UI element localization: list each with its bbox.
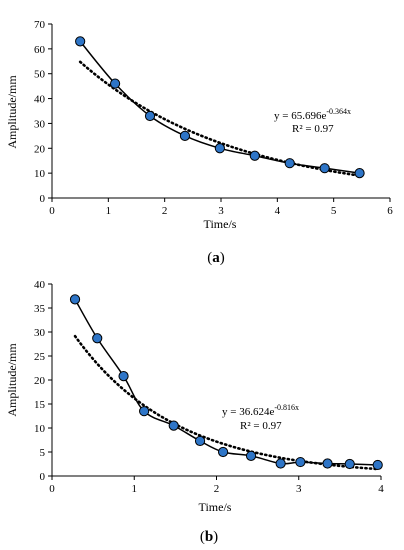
chart-b-panel-letter: b — [205, 529, 213, 545]
chart-a-data-point — [319, 163, 330, 174]
chart-b-data-point — [275, 458, 286, 469]
chart-a-equation-exponent: -0.364x — [326, 107, 351, 116]
chart-a-y-tick-label: 50 — [34, 69, 46, 81]
chart-b-y-tick-label: 35 — [34, 303, 46, 315]
chart-a-y-tick-label: 0 — [40, 193, 46, 205]
chart-a-x-axis-label: Time/s — [204, 217, 237, 231]
chart-a-panel-label: (a) — [207, 250, 225, 266]
chart-a-y-tick-label: 10 — [34, 168, 46, 180]
chart-a-x-ticks: 0 1 2 3 4 5 6 — [49, 198, 393, 217]
chart-a-data-point — [249, 150, 260, 161]
chart-b-y-tick-label: 10 — [34, 423, 46, 435]
chart-a-data-point — [214, 143, 225, 154]
chart-b-y-axis-label: Amplitude/mm — [5, 343, 19, 417]
chart-b-data-point — [372, 459, 383, 471]
chart-a-x-tick-label: 1 — [106, 205, 112, 217]
chart-b-y-tick-label: 5 — [40, 447, 46, 459]
chart-a-equation: y = 65.696e-0.364x — [274, 107, 351, 122]
chart-b-points — [69, 294, 383, 471]
chart-b-x-tick-label: 1 — [132, 483, 138, 495]
chart-a-points — [75, 36, 365, 179]
chart-a-y-tick-label: 20 — [34, 143, 46, 155]
chart-b-measured-line — [74, 298, 378, 466]
chart-b-data-point — [194, 435, 206, 447]
chart-b-x-axis-label: Time/s — [199, 500, 232, 514]
chart-a-y-tick-label: 30 — [34, 118, 46, 130]
chart-b-data-point — [295, 456, 306, 468]
chart-a: 0 10 20 30 40 50 60 70 0 1 2 3 4 5 6 Amplitude/mm Tim… — [5, 19, 393, 266]
chart-b: 0 5 10 15 20 25 30 35 40 0 1 2 3 4 Amplitude/mm Time… — [5, 279, 384, 545]
chart-b-lines — [73, 298, 380, 471]
chart-a-equation-base: y = 65.696e — [274, 110, 326, 122]
chart-b-panel-label: (b) — [200, 529, 218, 545]
chart-a-data-point — [109, 78, 121, 89]
chart-a-data-point — [75, 36, 86, 47]
chart-a-data-point — [144, 110, 156, 122]
chart-b-data-point — [69, 294, 81, 305]
chart-a-x-tick-label: 5 — [331, 205, 337, 217]
chart-a-y-tick-label: 70 — [34, 19, 46, 31]
chart-b-y-tick-label: 20 — [34, 375, 46, 387]
chart-b-data-point — [168, 420, 179, 431]
chart-b-x-tick-label: 4 — [378, 483, 384, 495]
chart-b-y-tick-label: 40 — [34, 279, 46, 291]
chart-b-x-tick-label: 0 — [49, 483, 55, 495]
chart-a-y-tick-label: 60 — [34, 44, 46, 56]
chart-b-data-point — [217, 446, 229, 458]
chart-b-data-point — [322, 458, 333, 469]
chart-b-data-point — [118, 371, 129, 382]
chart-b-data-point — [92, 333, 103, 344]
chart-a-panel-letter: a — [212, 250, 220, 266]
chart-b-y-tick-label: 30 — [34, 327, 46, 339]
chart-b-y-ticks: 0 5 10 15 20 25 30 35 40 — [34, 279, 52, 483]
chart-a-data-point — [179, 130, 191, 141]
chart-a-y-axis-label: Amplitude/mm — [5, 75, 19, 149]
chart-a-lines — [78, 40, 361, 177]
chart-a-x-tick-label: 2 — [162, 205, 168, 217]
chart-a-x-tick-label: 0 — [49, 205, 55, 217]
chart-a-x-tick-label: 4 — [275, 205, 281, 217]
chart-a-x-tick-label: 3 — [218, 205, 224, 217]
chart-b-data-point — [344, 458, 355, 470]
chart-a-x-tick-label: 6 — [387, 205, 393, 217]
chart-b-x-tick-label: 2 — [214, 483, 220, 495]
chart-a-trendline — [78, 60, 361, 177]
chart-b-equation: y = 36.624e-0.816x — [222, 403, 299, 418]
chart-a-r2: R² = 0.97 — [292, 123, 334, 135]
chart-a-y-ticks: 0 10 20 30 40 50 60 70 — [34, 19, 52, 205]
chart-b-x-tick-label: 3 — [296, 483, 302, 495]
chart-b-r2: R² = 0.97 — [240, 420, 282, 432]
chart-b-data-point — [139, 406, 150, 417]
chart-b-trendline — [73, 334, 380, 471]
chart-a-y-tick-label: 40 — [34, 94, 46, 106]
chart-b-y-tick-label: 25 — [34, 351, 46, 363]
chart-b-equation-exponent: -0.816x — [274, 403, 299, 412]
chart-a-data-point — [284, 158, 295, 169]
chart-b-x-ticks: 0 1 2 3 4 — [49, 476, 384, 495]
chart-b-y-tick-label: 0 — [40, 471, 46, 483]
chart-b-data-point — [245, 450, 257, 461]
chart-a-data-point — [354, 168, 365, 179]
chart-b-y-tick-label: 15 — [34, 399, 46, 411]
chart-b-equation-base: y = 36.624e — [222, 406, 274, 418]
